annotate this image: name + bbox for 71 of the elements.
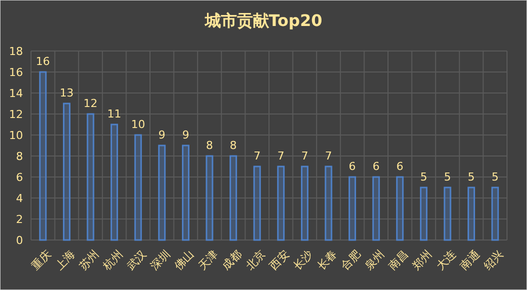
x-tick-label: 成都 (220, 248, 244, 273)
x-tick-label: 长沙 (290, 248, 316, 273)
x-tick-label: 绍兴 (481, 248, 506, 273)
bar (300, 166, 308, 241)
bar (230, 155, 238, 241)
bar (39, 71, 47, 241)
data-label: 9 (158, 128, 166, 142)
data-label: 7 (325, 150, 332, 162)
bar (324, 166, 332, 241)
data-label: 5 (444, 170, 451, 184)
bar (86, 113, 94, 241)
bar (182, 144, 190, 241)
bar (396, 176, 404, 241)
x-tick-label: 郑州 (410, 248, 435, 273)
x-tick-label: 北京 (243, 248, 268, 273)
bar (348, 176, 356, 241)
data-label: 5 (492, 170, 499, 184)
x-tick-label: 南通 (458, 248, 482, 273)
data-label: 7 (254, 150, 261, 162)
data-label: 12 (84, 97, 98, 110)
y-tick-label: 6 (16, 171, 23, 184)
x-tick-label: 杭州 (100, 248, 126, 274)
y-tick-label: 0 (16, 234, 23, 247)
x-tick-label: 泉州 (362, 248, 388, 273)
bar (468, 186, 476, 241)
data-label: 6 (348, 160, 356, 173)
x-tick-label: 武汉 (124, 248, 150, 273)
chart-title: 城市贡献Top20 (204, 11, 322, 30)
y-tick-label: 14 (9, 87, 23, 100)
y-tick-label: 8 (16, 150, 23, 163)
bar (253, 166, 261, 241)
bar (491, 186, 499, 241)
data-label: 9 (182, 128, 190, 142)
x-tick-label: 上海 (52, 248, 78, 273)
bar (277, 166, 285, 241)
x-tick-label: 苏州 (76, 248, 102, 273)
y-tick-label: 12 (9, 108, 23, 121)
data-label: 7 (277, 150, 284, 162)
data-label: 5 (420, 170, 428, 184)
y-tick-label: 4 (16, 192, 23, 205)
x-tick-label: 天津 (196, 248, 220, 273)
data-label: 11 (107, 108, 122, 120)
data-label: 5 (468, 170, 475, 184)
data-label: 10 (131, 118, 146, 131)
y-tick-label: 10 (9, 129, 23, 142)
x-tick-label: 大连 (434, 248, 458, 273)
x-tick-label: 深圳 (148, 248, 173, 273)
data-label: 8 (206, 139, 213, 152)
bar (158, 144, 166, 241)
bar (62, 102, 70, 241)
x-tick-label: 佛山 (172, 248, 197, 273)
data-label: 7 (301, 150, 308, 162)
data-label: 6 (396, 160, 404, 173)
data-label: 16 (36, 55, 50, 68)
bar (420, 186, 428, 241)
x-tick-label: 西安 (267, 248, 292, 273)
y-tick-label: 16 (9, 66, 23, 79)
data-label: 13 (60, 86, 74, 100)
y-tick-label: 18 (9, 45, 23, 58)
x-tick-label: 南昌 (386, 248, 411, 273)
x-tick-label: 重庆 (29, 248, 54, 273)
data-label: 6 (372, 160, 380, 173)
y-tick-label: 2 (16, 213, 23, 226)
x-tick-label: 合肥 (338, 248, 364, 273)
bar (372, 176, 380, 241)
bar (444, 186, 452, 241)
bar (134, 134, 142, 241)
data-label: 8 (230, 139, 237, 152)
bar (206, 155, 214, 241)
bar (110, 124, 118, 241)
x-tick-label: 长春 (314, 248, 340, 273)
